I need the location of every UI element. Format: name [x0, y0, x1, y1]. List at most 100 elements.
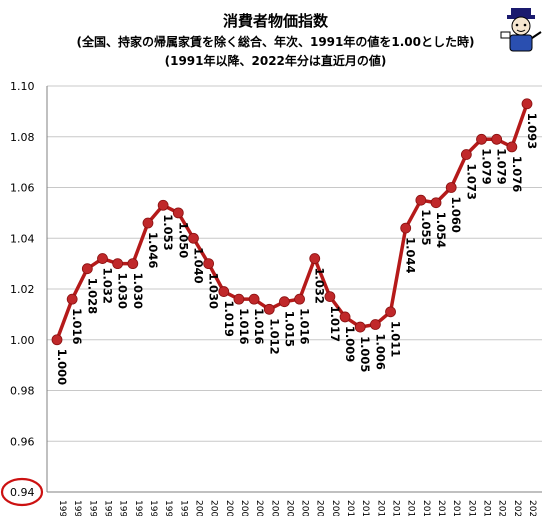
data-point — [279, 296, 290, 308]
data-point — [506, 141, 518, 153]
chart-subtitle: (全国、持家の帰属家賃を除く総合、年次、1991年の値を1.00とした時) — [76, 35, 475, 49]
x-tick-label: 2004 — [254, 500, 264, 516]
data-point — [97, 253, 108, 264]
data-point — [445, 182, 457, 193]
chart-title: 消費者物価指数 — [222, 12, 328, 30]
x-tick-label: 2003 — [239, 500, 249, 516]
x-tick-label: 1991 — [57, 500, 67, 516]
x-tick-label: 2005 — [269, 500, 279, 516]
x-tick-label: 1999 — [178, 500, 188, 516]
data-label: 1.046 — [146, 232, 160, 268]
x-tick-label: 2011 — [360, 500, 370, 516]
data-label: 1.000 — [55, 349, 69, 385]
data-label: 1.015 — [282, 311, 296, 347]
data-label: 1.053 — [161, 214, 175, 250]
data-point — [157, 199, 169, 211]
x-tick-label: 1993 — [87, 500, 97, 516]
x-tick-label: 2012 — [375, 500, 385, 516]
x-tick-label: 2007 — [300, 500, 310, 516]
x-tick-label: 1992 — [72, 500, 82, 516]
data-label: 1.028 — [85, 278, 99, 314]
x-tick-label: 2022 — [527, 500, 537, 516]
data-point — [521, 98, 533, 110]
data-label: 1.030 — [116, 273, 130, 309]
data-point — [339, 311, 351, 323]
cartoon-character-icon — [500, 8, 542, 52]
data-label: 1.019 — [222, 301, 236, 337]
data-label: 1.093 — [525, 113, 539, 149]
data-label: 1.009 — [343, 326, 357, 362]
highlight-circle — [0, 477, 44, 507]
data-label: 1.060 — [449, 197, 463, 233]
y-tick-label: 1.08 — [10, 131, 35, 144]
x-tick-label: 2018 — [466, 500, 476, 516]
data-point — [218, 286, 230, 297]
data-point — [233, 293, 245, 305]
data-point — [66, 293, 78, 305]
x-tick-label: 2010 — [345, 500, 355, 516]
data-point — [385, 306, 396, 318]
y-tick-label: 0.94 — [10, 486, 35, 499]
y-tick-label: 1.04 — [10, 232, 35, 245]
data-label: 1.079 — [480, 148, 494, 184]
x-tick-label: 2000 — [193, 500, 203, 516]
x-tick-label: 2021 — [512, 500, 522, 516]
y-tick-label: 1.02 — [10, 283, 35, 296]
y-tick-label: 1.00 — [10, 334, 35, 347]
data-label: 1.030 — [207, 273, 221, 309]
data-label: 1.012 — [267, 318, 281, 354]
x-tick-label: 1994 — [102, 500, 112, 516]
data-label: 1.055 — [419, 209, 433, 245]
data-point — [354, 321, 366, 333]
x-tick-label: 2002 — [224, 500, 234, 516]
data-point — [400, 222, 412, 234]
data-point — [491, 133, 503, 145]
x-tick-label: 2013 — [391, 500, 401, 516]
data-point — [415, 194, 427, 206]
data-label: 1.017 — [328, 306, 342, 342]
data-point — [81, 263, 93, 275]
x-tick-label: 2017 — [451, 500, 461, 516]
data-point — [51, 334, 63, 346]
chart-subtitle-note: (1991年以降、2022年分は直近月の値) — [164, 54, 387, 68]
data-point — [430, 197, 442, 209]
data-label: 1.030 — [131, 273, 145, 309]
x-tick-label: 2008 — [315, 500, 325, 516]
data-point — [188, 232, 199, 244]
y-tick-label: 1.10 — [10, 80, 35, 93]
data-point — [294, 293, 305, 305]
data-point — [476, 133, 487, 145]
x-tick-label: 2015 — [421, 500, 431, 516]
data-label: 1.016 — [252, 308, 266, 344]
x-tick-label: 1998 — [163, 500, 173, 516]
data-label: 1.054 — [434, 212, 448, 248]
data-label: 1.079 — [495, 148, 509, 184]
data-point — [172, 207, 184, 219]
data-label: 1.040 — [191, 247, 205, 283]
data-label: 1.032 — [100, 268, 114, 304]
data-point — [248, 293, 260, 305]
x-tick-label: 1996 — [133, 500, 143, 516]
x-tick-label: 2009 — [330, 500, 340, 516]
data-point — [203, 258, 215, 270]
data-label: 1.016 — [70, 308, 84, 344]
data-point — [309, 253, 321, 264]
x-tick-label: 2019 — [482, 500, 492, 516]
x-tick-label: 1995 — [118, 500, 128, 516]
data-point — [263, 303, 275, 315]
y-tick-label: 0.96 — [10, 435, 35, 448]
x-tick-label: 2006 — [284, 500, 294, 516]
x-tick-label: 2014 — [406, 500, 416, 516]
data-point — [112, 258, 124, 270]
data-point — [324, 291, 336, 303]
data-label: 1.076 — [510, 156, 524, 192]
data-label: 1.016 — [237, 308, 251, 344]
data-point — [127, 258, 139, 270]
data-point — [369, 319, 381, 330]
x-tick-label: 2001 — [209, 500, 219, 516]
x-tick-label: 2020 — [497, 500, 507, 516]
data-label: 1.050 — [176, 222, 190, 258]
y-tick-label: 0.98 — [10, 385, 35, 398]
data-point — [460, 149, 472, 160]
